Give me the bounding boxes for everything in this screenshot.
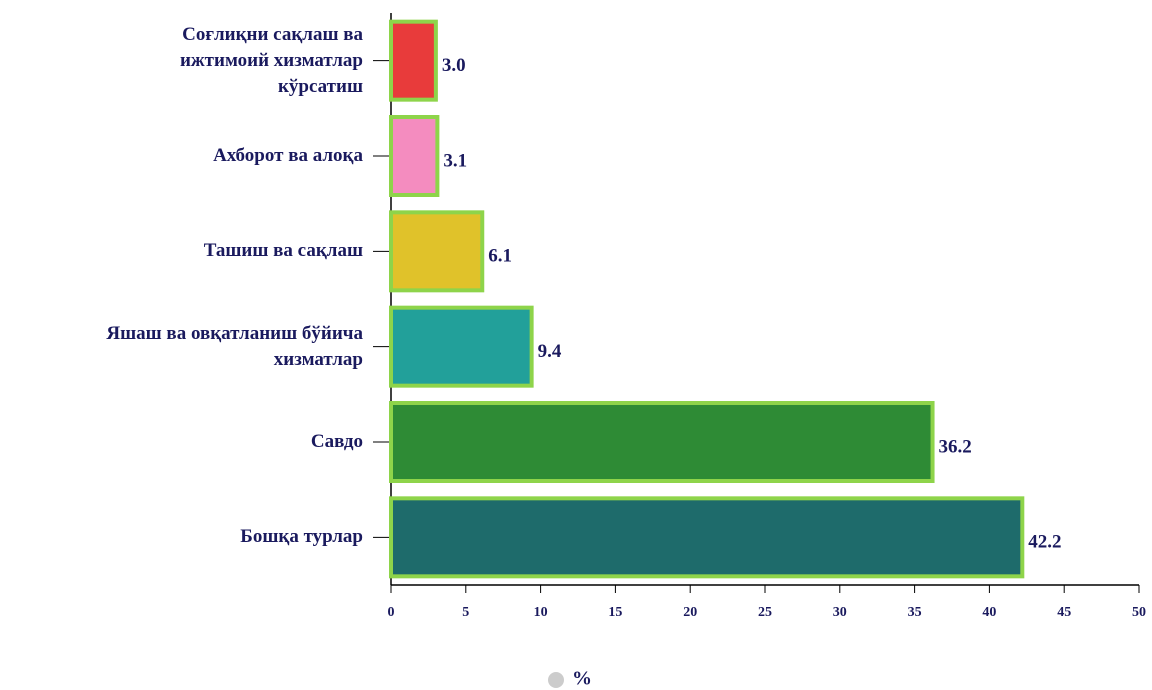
legend-marker: [548, 672, 564, 688]
x-tick-label: 30: [833, 605, 847, 620]
value-label: 3.0: [442, 55, 466, 76]
x-tick-label: 10: [534, 605, 548, 620]
x-tick-label: 0: [388, 605, 395, 620]
x-tick-label: 45: [1057, 605, 1071, 620]
x-tick-label: 5: [462, 605, 469, 620]
y-tick-label: Ташиш ва сақлаш: [203, 240, 363, 262]
value-label: 6.1: [488, 246, 512, 267]
x-tick-label: 50: [1132, 605, 1146, 620]
value-label: 42.2: [1028, 532, 1061, 553]
y-tick-label: Соғлиқни сақлаш ва ижтимоий хизматлар кў…: [179, 23, 363, 97]
x-tick-label: 20: [683, 605, 697, 620]
x-tick-label: 40: [982, 605, 996, 620]
bar: [389, 210, 485, 293]
y-tick-label: Савдо: [310, 431, 363, 452]
y-tick-label: Яшаш ва овқатланиш бўйича хизматлар: [106, 322, 363, 370]
y-tick-label: Бошқа турлар: [240, 526, 363, 548]
bar: [389, 305, 534, 388]
bar: [389, 115, 440, 197]
value-label: 3.1: [443, 150, 467, 171]
bar: [389, 401, 935, 483]
x-tick-label: 35: [908, 605, 922, 620]
value-label: 9.4: [538, 341, 562, 362]
x-tick-label: 25: [758, 605, 772, 620]
legend-label: %: [572, 668, 592, 690]
x-tick-label: 15: [608, 605, 622, 620]
y-tick-label: Ахборот ва алоқа: [213, 145, 363, 166]
bar: [389, 496, 1025, 579]
bar: [389, 19, 438, 102]
value-label: 36.2: [939, 436, 972, 457]
